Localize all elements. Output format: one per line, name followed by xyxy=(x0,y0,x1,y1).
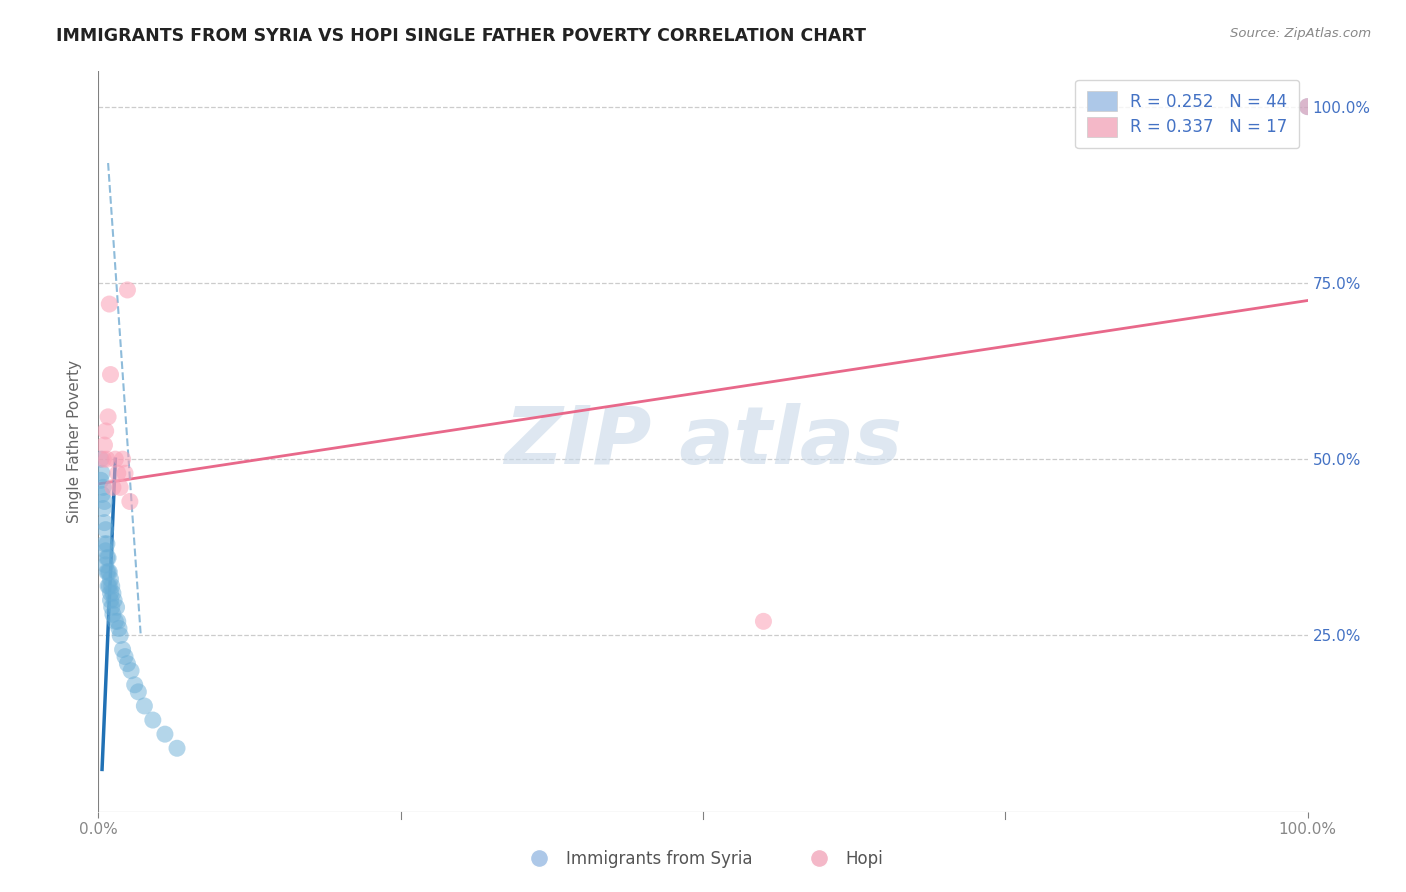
Point xyxy=(94,523,117,537)
Point xyxy=(94,558,117,572)
Point xyxy=(100,600,122,615)
Point xyxy=(166,741,188,756)
Point xyxy=(107,467,129,481)
Text: IMMIGRANTS FROM SYRIA VS HOPI SINGLE FATHER POVERTY CORRELATION CHART: IMMIGRANTS FROM SYRIA VS HOPI SINGLE FAT… xyxy=(56,27,866,45)
Point xyxy=(101,480,124,494)
Point xyxy=(90,473,112,487)
Point xyxy=(1296,100,1319,114)
Point xyxy=(153,727,176,741)
Point xyxy=(91,480,114,494)
Point xyxy=(96,452,118,467)
Point xyxy=(97,579,120,593)
Point xyxy=(108,628,131,642)
Point xyxy=(1296,100,1319,114)
Point xyxy=(105,600,128,615)
Point xyxy=(117,283,139,297)
Point xyxy=(96,537,118,551)
Point xyxy=(96,550,118,565)
Point xyxy=(111,452,134,467)
Point xyxy=(100,368,122,382)
Point xyxy=(91,467,114,481)
Point xyxy=(108,480,131,494)
Point xyxy=(97,409,120,424)
Point xyxy=(114,649,136,664)
Point xyxy=(117,657,139,671)
Point xyxy=(93,516,115,530)
Point xyxy=(93,438,115,452)
Point xyxy=(101,586,124,600)
Point xyxy=(97,550,120,565)
Point xyxy=(98,579,121,593)
Point xyxy=(103,593,125,607)
Legend: R = 0.252   N = 44, R = 0.337   N = 17: R = 0.252 N = 44, R = 0.337 N = 17 xyxy=(1076,79,1299,148)
Text: Source: ZipAtlas.com: Source: ZipAtlas.com xyxy=(1230,27,1371,40)
Point xyxy=(90,452,112,467)
Point xyxy=(93,494,115,508)
Text: ZIP atlas: ZIP atlas xyxy=(503,402,903,481)
Point xyxy=(97,565,120,579)
Point xyxy=(94,424,117,438)
Point xyxy=(111,642,134,657)
Y-axis label: Single Father Poverty: Single Father Poverty xyxy=(67,360,83,523)
Point xyxy=(124,678,146,692)
Point xyxy=(96,565,118,579)
Point xyxy=(100,593,122,607)
Point xyxy=(91,501,114,516)
Point xyxy=(752,615,775,629)
Point xyxy=(94,544,117,558)
Point xyxy=(142,713,165,727)
Point xyxy=(91,452,114,467)
Point xyxy=(120,664,142,678)
Point xyxy=(108,621,131,635)
Point xyxy=(93,537,115,551)
Point xyxy=(100,579,122,593)
Point xyxy=(107,615,129,629)
Point xyxy=(127,685,149,699)
Point xyxy=(98,297,121,311)
Point xyxy=(100,572,122,586)
Point xyxy=(98,565,121,579)
Legend: Immigrants from Syria, Hopi: Immigrants from Syria, Hopi xyxy=(516,844,890,875)
Point xyxy=(104,615,127,629)
Point xyxy=(100,586,122,600)
Point xyxy=(114,467,136,481)
Point xyxy=(118,494,141,508)
Point xyxy=(134,698,156,713)
Point xyxy=(91,487,114,501)
Point xyxy=(101,607,124,622)
Point xyxy=(104,452,127,467)
